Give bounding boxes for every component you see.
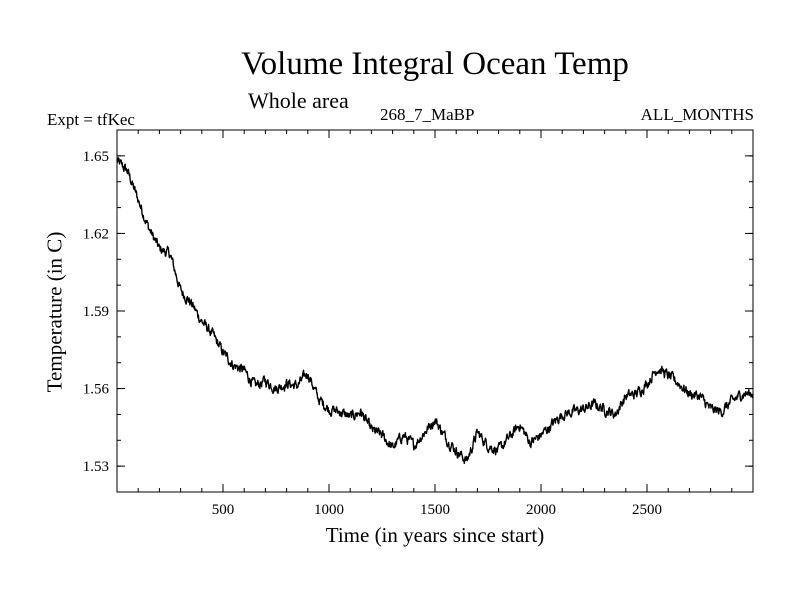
x-tick-label: 2500 <box>632 502 662 518</box>
x-axis-label: Time (in years since start) <box>325 523 545 547</box>
x-tick-label: 1500 <box>420 502 450 518</box>
x-tick-label: 2000 <box>526 502 556 518</box>
x-tick-label: 500 <box>212 502 235 518</box>
chart-subtitle: Whole area <box>248 88 349 113</box>
y-tick-label: 1.59 <box>83 304 109 320</box>
months-label: ALL_MONTHS <box>640 105 754 124</box>
plot-frame <box>116 129 754 493</box>
tick-labels: 500 1000 1500 2000 2500 1.53 1.56 1.59 1.62 1.65 <box>83 149 662 518</box>
axis-ticks <box>117 130 753 492</box>
y-axis-label: Temperature (in C) <box>42 231 67 393</box>
chart-title: Volume Integral Ocean Temp <box>241 46 629 82</box>
y-tick-label: 1.53 <box>83 459 109 475</box>
period-label: 268_7_MaBP <box>380 105 475 124</box>
series-line <box>116 157 754 465</box>
experiment-label: Expt = tfKec <box>47 110 135 129</box>
y-tick-label: 1.65 <box>83 149 109 165</box>
x-tick-label: 1000 <box>314 502 344 518</box>
y-tick-label: 1.56 <box>83 382 110 398</box>
series-layer <box>116 157 754 465</box>
y-tick-label: 1.62 <box>83 226 109 242</box>
